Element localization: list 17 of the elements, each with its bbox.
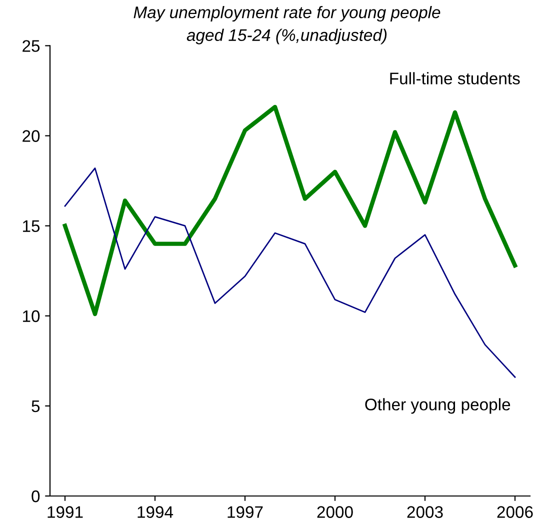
series-label: Other young people	[365, 398, 510, 414]
y-tick-label: 20	[22, 130, 40, 142]
x-tick-label: 1991	[48, 506, 83, 518]
y-tick-label: 10	[23, 310, 40, 322]
x-tick-label: 2003	[407, 506, 443, 518]
text: Full-time students	[390, 72, 520, 84]
y-tick-label: 15	[23, 220, 40, 232]
line-series	[64, 167, 516, 378]
line-series	[62, 104, 518, 316]
x-tick-label: 1994	[138, 506, 174, 518]
y-tick-label: 0	[32, 490, 40, 502]
x-tick-label: 2000	[317, 506, 353, 518]
y-tick-label: 25	[22, 40, 40, 52]
x-tick-label: 1997	[228, 506, 263, 518]
y-tick-label: 5	[32, 400, 40, 412]
x-tick-label: 2006	[497, 506, 533, 518]
chart-title: May unemployment rate for young people aged 15-24 (%,unadjusted)	[134, 6, 440, 44]
